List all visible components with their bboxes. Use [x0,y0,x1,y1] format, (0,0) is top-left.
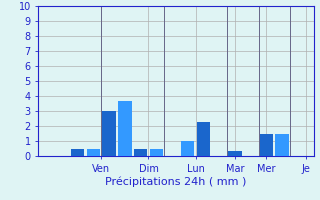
Bar [71,148,84,156]
Bar [181,141,195,156]
Bar [197,121,210,156]
Bar [276,134,289,156]
Bar [102,111,116,156]
Bar [118,100,132,156]
Bar [134,149,147,156]
Bar [87,148,100,156]
Bar [150,149,163,156]
Bar [228,151,242,156]
X-axis label: Précipitations 24h ( mm ): Précipitations 24h ( mm ) [105,176,247,187]
Bar [260,134,273,156]
